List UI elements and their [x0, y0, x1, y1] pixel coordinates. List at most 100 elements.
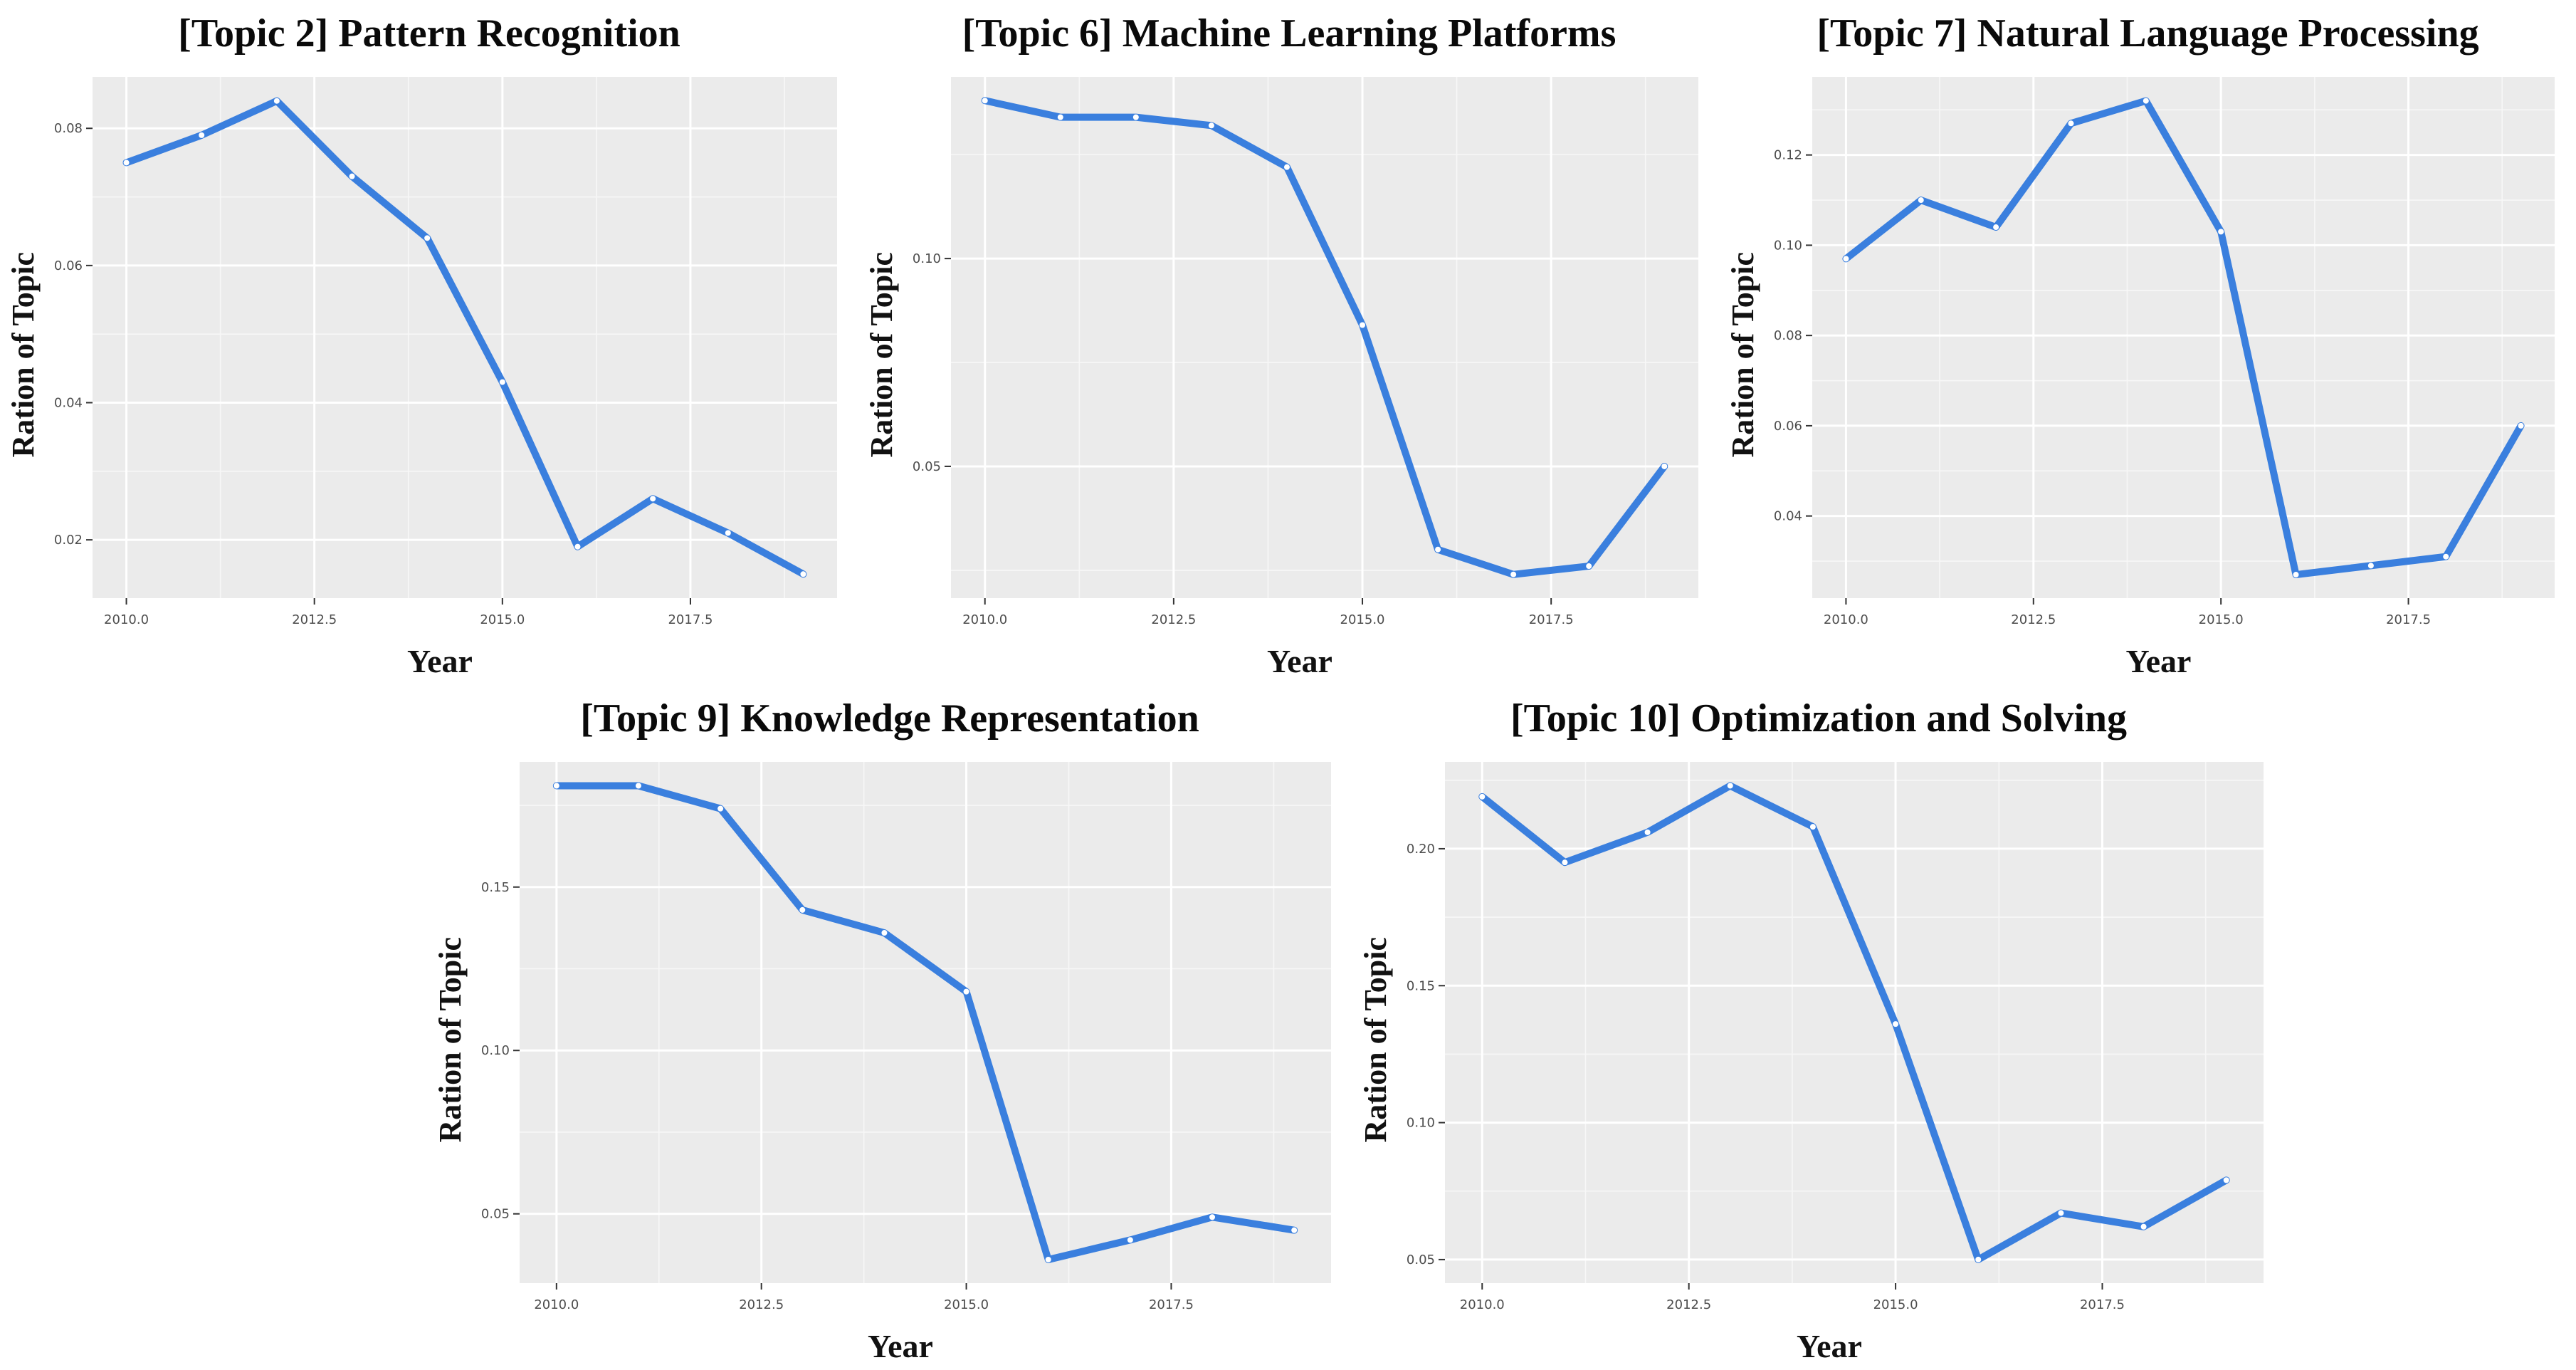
data-point	[635, 783, 641, 789]
x-tick-label: 2017.5	[1529, 612, 1574, 627]
x-tick-label: 2015.0	[944, 1297, 989, 1312]
line-series	[1842, 97, 2525, 579]
y-tick-label: 0.05	[481, 1207, 510, 1222]
chart-topic-10-optimization-and-solving: [Topic 10] Optimization and Solving Rati…	[1352, 685, 2285, 1370]
data-point	[2140, 1223, 2147, 1230]
data-points	[1843, 98, 2524, 578]
data-point	[982, 98, 988, 104]
chart-title: [Topic 10] Optimization and Solving	[1510, 696, 2128, 741]
data-point	[424, 235, 431, 241]
data-point	[1918, 197, 1924, 204]
data-point	[1586, 563, 1592, 570]
y-tick-label: 0.08	[1774, 328, 1802, 343]
data-point	[725, 530, 731, 536]
data-point	[123, 160, 130, 166]
y-tick-label: 0.15	[481, 880, 510, 895]
x-tick-label: 2012.5	[2011, 612, 2056, 627]
data-point	[799, 906, 806, 913]
x-tick-label: 2012.5	[292, 612, 337, 627]
plot-panel: 2010.0 2012.5 2015.0 2017.5 0.05 0.10 0.15 0.20	[1407, 762, 2264, 1312]
grid-major	[951, 77, 1698, 598]
data-point	[1479, 793, 1486, 800]
y-tick-label: 0.06	[1774, 419, 1802, 434]
data-point	[574, 543, 581, 550]
y-tick-label: 0.10	[913, 251, 941, 266]
line-series	[1478, 782, 2230, 1263]
chart-topic-2-pattern-recognition: [Topic 2] Pattern Recognition Ration of …	[0, 0, 858, 685]
y-tick-label: 0.02	[54, 533, 83, 548]
data-point	[349, 173, 355, 179]
data-point	[650, 496, 656, 502]
x-tick-label: 2015.0	[480, 612, 525, 627]
axis-ticks: 2010.0 2012.5 2015.0 2017.5 0.05 0.10	[913, 251, 1574, 627]
data-point	[1843, 256, 1849, 262]
axis-ticks: 2010.0 2012.5 2015.0 2017.5 0.04 0.06 0.08 0.10…	[1774, 148, 2431, 627]
data-point	[1809, 824, 1816, 830]
x-tick-label: 2010.0	[104, 612, 149, 627]
axis-ticks: 2010.0 2012.5 2015.0 2017.5 0.05 0.10 0.15	[481, 880, 1194, 1312]
x-tick-label: 2010.0	[1824, 612, 1868, 627]
x-tick-label: 2017.5	[668, 612, 713, 627]
data-point	[2443, 553, 2449, 560]
x-tick-label: 2010.0	[962, 612, 1007, 627]
data-points	[123, 98, 806, 577]
x-tick-label: 2012.5	[1151, 612, 1196, 627]
data-point	[1975, 1256, 1982, 1262]
x-tick-label: 2017.5	[1149, 1297, 1194, 1312]
x-tick-label: 2015.0	[1873, 1297, 1918, 1312]
data-point	[1661, 463, 1668, 469]
data-point	[2367, 563, 2374, 569]
data-point	[1644, 829, 1651, 835]
data-point	[2223, 1177, 2229, 1183]
x-axis-label: Year	[1797, 1328, 1862, 1364]
data-point	[1727, 783, 1733, 789]
plot-panel: 2010.0 2012.5 2015.0 2017.5 0.05 0.10	[913, 77, 1698, 627]
y-axis-label: Ration of Topic	[863, 251, 899, 458]
data-point	[273, 98, 280, 104]
y-tick-label: 0.06	[54, 258, 83, 273]
x-tick-label: 2012.5	[1666, 1297, 1711, 1312]
data-point	[199, 132, 205, 138]
chart-topic-7-natural-language-processing: [Topic 7] Natural Language Processing Ra…	[1720, 0, 2576, 685]
panel-background	[951, 77, 1698, 598]
data-point	[553, 783, 559, 789]
data-point	[1283, 164, 1290, 170]
data-point	[1562, 859, 1568, 866]
data-point	[1132, 114, 1139, 120]
data-point	[1993, 224, 1999, 231]
grid-minor	[1812, 77, 2555, 598]
y-tick-label: 0.10	[1774, 238, 1802, 253]
chart-topic-6-machine-learning-platforms: [Topic 6] Machine Learning Platforms Rat…	[858, 0, 1720, 685]
x-tick-label: 2012.5	[739, 1297, 784, 1312]
data-point	[717, 805, 724, 812]
chart-title: [Topic 2] Pattern Recognition	[178, 11, 680, 56]
y-axis-label: Ration of Topic	[1725, 251, 1760, 458]
data-point	[1360, 322, 1366, 328]
data-point	[881, 930, 888, 936]
data-point	[2068, 120, 2074, 127]
y-tick-label: 0.08	[54, 121, 83, 136]
x-tick-label: 2017.5	[2386, 612, 2431, 627]
x-axis-label: Year	[1267, 643, 1332, 679]
line-series	[122, 97, 807, 578]
line-series	[552, 782, 1298, 1263]
data-point	[2293, 572, 2299, 578]
axis-ticks: 2010.0 2012.5 2015.0 2017.5 0.02 0.04 0.06 0.08	[54, 121, 713, 627]
plot-panel: 2010.0 2012.5 2015.0 2017.5 0.04 0.06 0.08 0.10…	[1774, 77, 2555, 627]
axis-ticks: 2010.0 2012.5 2015.0 2017.5 0.05 0.10 0.15 0.20	[1407, 842, 2125, 1312]
data-points	[982, 98, 1668, 577]
y-tick-label: 0.04	[1774, 509, 1802, 524]
x-tick-label: 2015.0	[2199, 612, 2244, 627]
panel-background	[93, 77, 837, 598]
y-axis-label: Ration of Topic	[432, 936, 468, 1143]
chart-title: [Topic 9] Knowledge Representation	[580, 696, 1199, 741]
data-point	[2058, 1210, 2064, 1216]
data-points	[1479, 783, 2229, 1262]
y-tick-label: 0.10	[1407, 1116, 1435, 1131]
panel-background	[1445, 762, 2264, 1283]
data-point	[2218, 229, 2224, 235]
y-tick-label: 0.15	[1407, 978, 1435, 993]
x-tick-label: 2017.5	[2080, 1297, 2125, 1312]
data-point	[499, 379, 505, 385]
data-point	[1127, 1237, 1133, 1243]
